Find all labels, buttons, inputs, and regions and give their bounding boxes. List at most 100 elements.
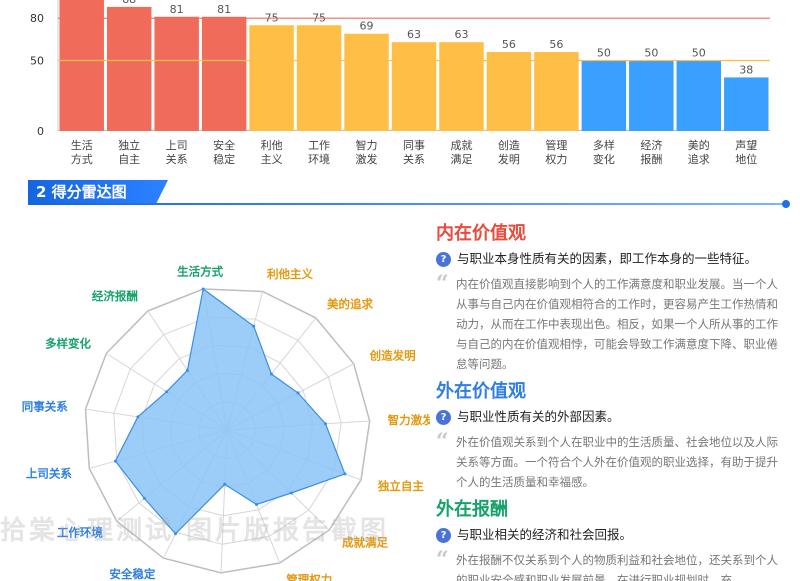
bar-chart: 05080生活方式88独立自主81上司关系81安全稳定75利他主义75工作环境6… — [30, 0, 770, 166]
panel-question-text: 与职业本身性质有关的因素，即工作本身的一些特征。 — [457, 251, 758, 266]
bar — [486, 52, 532, 131]
radar-series — [114, 287, 346, 535]
radar-axis-label: 工作环境 — [57, 526, 103, 540]
panel-desc: “ 外在报酬不仅关系到个人的物质利益和社会地位，还关系到个人的职业安全感和职业发… — [436, 547, 786, 581]
radar-point — [165, 390, 169, 394]
panel-reward: 外在报酬 ? 与职业相关的经济和社会回报。 “ 外在报酬不仅关系到个人的物质利益… — [436, 498, 786, 581]
quote-icon: “ — [436, 429, 449, 455]
bar — [581, 60, 627, 131]
panel-question-text: 与职业相关的经济和社会回报。 — [457, 527, 633, 542]
section-title: 2 得分雷达图 — [28, 180, 168, 204]
radar-axis-label: 利他主义 — [266, 267, 313, 281]
bar-value-label: 81 — [217, 3, 231, 16]
bar — [391, 42, 437, 131]
radar-point — [173, 532, 177, 536]
panel-title: 外在报酬 — [436, 499, 508, 520]
radar-axis-label: 经济报酬 — [92, 289, 138, 303]
radar-axis-label: 成就满足 — [342, 536, 388, 550]
bar — [344, 33, 389, 131]
panel-desc-text: 外在价值观关系到个人在职业中的生活质量、社会地位以及人际关系等方面。一个符合个人… — [456, 435, 778, 489]
x-tick-label: 上司关系 — [166, 139, 188, 166]
x-tick-label: 管理权力 — [545, 138, 567, 166]
panel-question: ? 与职业本身性质有关的因素，即工作本身的一些特征。 — [436, 250, 786, 268]
x-tick-label: 利他主义 — [261, 139, 283, 166]
quote-icon: “ — [436, 271, 449, 297]
bar — [106, 6, 152, 132]
radar-axis-label: 生活方式 — [177, 264, 223, 278]
radar-axis-label: 美的追求 — [327, 297, 373, 311]
radar-grid-ring — [141, 344, 314, 517]
radar-axis-label: 多样变化 — [45, 337, 91, 351]
bar-value-label: 81 — [170, 3, 184, 16]
section-divider — [28, 203, 786, 205]
bar — [724, 77, 769, 131]
panel-question: ? 与职业性质有关的外部因素。 — [436, 408, 786, 426]
panel-desc: “ 外在价值观关系到个人在职业中的生活质量、社会地位以及人际关系等方面。一个符合… — [436, 429, 786, 492]
bar — [629, 60, 674, 131]
bar-value-label: 50 — [692, 47, 706, 60]
section-dot-icon — [782, 200, 790, 208]
x-tick-label: 美的追求 — [688, 138, 710, 166]
bar-value-label: 63 — [454, 28, 468, 41]
x-tick-label: 独立自主 — [118, 138, 140, 166]
panel-desc: “ 内在价值观直接影响到个人的工作满意度和职业发展。当一个人从事与自己内在价值观… — [436, 271, 786, 374]
panel-title: 外在价值观 — [436, 381, 526, 402]
radar-axis-label: 智力激发 — [388, 413, 430, 427]
radar-axis-label: 独立自主 — [378, 479, 424, 493]
radar-chart: 生活方式利他主义美的追求创造发明智力激发独立自主成就满足管理权力声望地位安全稳定… — [22, 264, 430, 581]
panel-title: 内在价值观 — [436, 223, 526, 244]
radar-point — [296, 391, 300, 395]
panel-desc-text: 内在价值观直接影响到个人的工作满意度和职业发展。当一个人从事与自己内在价值观相符… — [456, 277, 778, 371]
radar-axis-label: 创造发明 — [369, 348, 416, 362]
bar-value-label: 56 — [549, 38, 563, 51]
bar-value-label: 69 — [360, 20, 374, 33]
bar-value-label: 63 — [407, 28, 421, 41]
radar-axis-label: 同事关系 — [22, 399, 68, 413]
radar-point — [201, 287, 205, 291]
x-tick-label: 智力激发 — [356, 138, 378, 166]
bar — [154, 16, 199, 131]
bar — [296, 25, 342, 131]
question-circle-icon: ? — [436, 251, 451, 267]
radar-point — [289, 491, 293, 495]
y-tick-label: 80 — [30, 12, 44, 25]
x-tick-label: 经济报酬 — [640, 138, 662, 166]
question-circle-icon: ? — [436, 409, 451, 425]
radar-axis-label: 安全稳定 — [109, 567, 155, 581]
x-tick-label: 生活方式 — [71, 138, 93, 166]
x-tick-label: 声望地位 — [735, 138, 757, 166]
bar-value-label: 88 — [122, 0, 136, 6]
radar-point — [223, 482, 227, 486]
x-tick-label: 工作环境 — [308, 139, 330, 166]
x-tick-label: 安全稳定 — [213, 138, 235, 166]
bar — [534, 52, 579, 131]
radar-point — [136, 415, 140, 419]
bar-value-label: 38 — [739, 63, 753, 76]
radar-point — [343, 472, 347, 476]
bar — [249, 25, 294, 131]
radar-axis-label: 上司关系 — [26, 466, 72, 480]
question-circle-icon: ? — [436, 527, 451, 543]
radar-grid-ring — [84, 288, 371, 574]
panel-intrinsic: 内在价值观 ? 与职业本身性质有关的因素，即工作本身的一些特征。 “ 内在价值观… — [436, 222, 786, 374]
bar-value-label: 50 — [644, 47, 658, 60]
x-tick-label: 多样变化 — [593, 138, 615, 166]
radar-axis-label: 管理权力 — [286, 573, 332, 581]
panel-question: ? 与职业相关的经济和社会回报。 — [436, 526, 786, 544]
quote-icon: “ — [436, 547, 449, 573]
bar — [439, 42, 484, 131]
bar-value-label: 50 — [597, 47, 611, 60]
radar-point — [252, 324, 256, 328]
radar-point — [142, 496, 146, 500]
bar — [676, 60, 722, 131]
radar-point — [323, 422, 327, 426]
panel-question-text: 与职业性质有关的外部因素。 — [457, 409, 620, 424]
panel-extrinsic: 外在价值观 ? 与职业性质有关的外部因素。 “ 外在价值观关系到个人在职业中的生… — [436, 380, 786, 492]
bar — [59, 0, 104, 131]
radar-point — [185, 368, 189, 372]
radar-grid-ring — [113, 316, 342, 545]
y-tick-label: 0 — [37, 125, 44, 138]
x-tick-label: 成就满足 — [450, 138, 472, 166]
x-tick-label: 创造发明 — [498, 138, 520, 166]
x-tick-label: 同事关系 — [403, 139, 425, 166]
